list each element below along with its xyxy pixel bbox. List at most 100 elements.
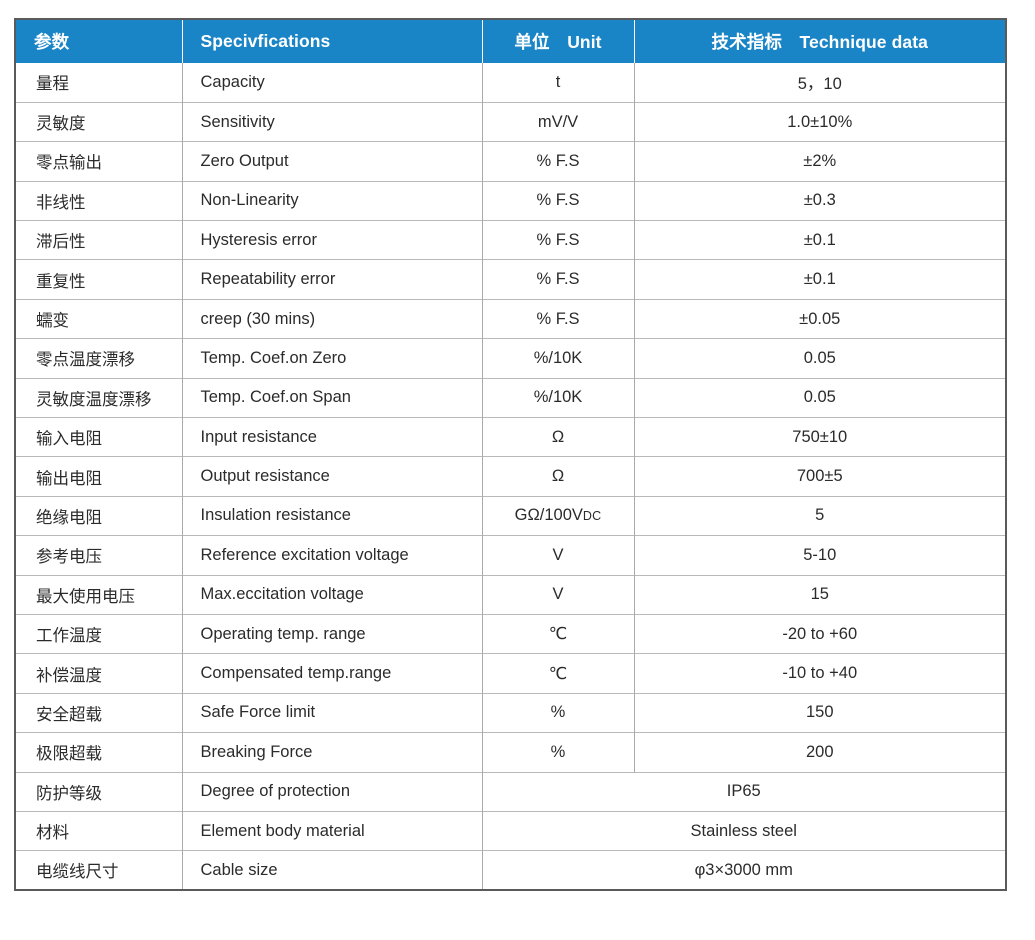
specifications-table: 参数 Specivfications 单位 Unit 技术指标 Techniqu… [14,18,1007,892]
cell-parameter: 灵敏度 [15,101,183,142]
cell-parameter: 防护等级 [15,771,183,812]
cell-specification: Input resistance [182,417,483,457]
cell-specification: Temp. Coef.on Zero [182,338,483,379]
table-row: 灵敏度温度漂移 Temp. Coef.on Span %/10K 0.05 [15,377,1006,418]
cell-parameter: 参考电压 [15,535,183,576]
cell-parameter: 绝缘电阻 [15,495,183,536]
cell-parameter: 量程 [15,63,183,103]
table-row: 安全超载 Safe Force limit% 150 [15,692,1006,733]
table-row: 零点输出 Zero Output% F.S ±2% [15,141,1006,182]
table-row: 零点温度漂移 Temp. Coef.on Zero %/10K 0.05 [15,338,1006,379]
cell-unit: %/10K [482,377,635,418]
column-header-technique-data: 技术指标 Technique data [711,32,928,52]
cell-parameter: 非线性 [15,180,183,221]
cell-technique-data: 150 [634,692,1006,733]
cell-specification: Capacity [182,63,483,103]
cell-technique-data: 1.0±10% [634,101,1006,142]
table-row: 输出电阻 Output resistance Ω 700±5 [15,456,1006,497]
cell-unit: GΩ/100VDC [482,495,635,536]
cell-specification: Cable size [182,850,483,891]
cell-technique-data: IP65 [482,771,1006,812]
cell-specification: Hysteresis error [182,220,483,260]
cell-unit: Ω [482,417,635,457]
cell-technique-data: -10 to +40 [634,653,1006,694]
cell-specification: Non-Linearity [182,180,483,221]
cell-specification: Temp. Coef.on Span [182,377,483,418]
cell-unit: % F.S [482,141,635,182]
cell-technique-data: ±0.3 [634,180,1006,221]
cell-parameter: 电缆线尺寸 [15,850,183,891]
cell-technique-data: 200 [634,732,1006,773]
cell-specification: Compensated temp.range [182,653,483,694]
cell-unit: % F.S [482,298,635,339]
cell-unit: % [482,692,635,733]
cell-unit: % F.S [482,259,635,300]
cell-parameter: 极限超载 [15,732,183,773]
cell-technique-data: 750±10 [634,417,1006,457]
cell-unit: % F.S [482,180,635,221]
cell-specification: Repeatability error [182,259,483,300]
cell-technique-data: φ3×3000 mm [482,850,1006,891]
cell-parameter: 安全超载 [15,692,183,733]
cell-specification: Breaking Force [182,732,483,773]
cell-specification: Insulation resistance [182,495,483,536]
cell-unit: ℃ [482,653,635,694]
table-row: 极限超载 Breaking Force% 200 [15,732,1006,773]
cell-specification: Reference excitation voltage [182,535,483,576]
table-row: 参考电压 Reference excitation voltage V 5-10 [15,535,1006,576]
table-row: 非线性 Non-Linearity% F.S ±0.3 [15,180,1006,221]
table-body: 量程 Capacity t 5，10 灵敏度 Sensitivity mV/V 1.0±10%… [15,63,1006,891]
cell-specification: Safe Force limit [182,692,483,733]
cell-technique-data: ±0.1 [634,220,1006,260]
table-row: 滞后性 Hysteresis error% F.S ±0.1 [15,220,1006,260]
cell-technique-data: ±0.05 [634,298,1006,339]
cell-technique-data: Stainless steel [482,810,1006,851]
cell-technique-data: 5 [634,495,1006,536]
cell-technique-data: 5，10 [797,75,842,94]
cell-parameter: 材料 [15,810,183,851]
cell-technique-data: 15 [634,574,1006,615]
cell-technique-data: 5-10 [634,535,1006,576]
cell-parameter: 最大使用电压 [15,574,183,615]
cell-unit: V [482,535,635,576]
cell-specification: Zero Output [182,141,483,182]
table-row: 工作温度 Operating temp. range ℃ -20 to +60 [15,613,1006,654]
cell-parameter: 零点温度漂移 [15,338,183,379]
table-row: 蠕变 creep (30 mins)% F.S ±0.05 [15,298,1006,339]
cell-parameter: 灵敏度温度漂移 [15,377,183,418]
cell-parameter: 蠕变 [15,298,183,339]
cell-specification: Operating temp. range [182,613,483,654]
table-row: 最大使用电压 Max.eccitation voltage V 15 [15,574,1006,615]
cell-parameter: 重复性 [15,259,183,300]
cell-specification: Output resistance [182,456,483,497]
table-row: 量程 Capacity t 5，10 [15,63,1006,103]
cell-parameter: 滞后性 [15,220,183,260]
cell-specification: Degree of protection [182,771,483,812]
cell-technique-data: 700±5 [634,456,1006,497]
cell-technique-data: 0.05 [634,338,1006,379]
table-row: 电缆线尺寸 Cable size φ3×3000 mm [15,850,1006,891]
cell-technique-data: -20 to +60 [634,613,1006,654]
cell-unit: % F.S [482,220,635,260]
cell-unit: Ω [482,456,635,497]
cell-unit: V [482,574,635,615]
cell-specification: Max.eccitation voltage [182,574,483,615]
unit-subscript: DC [582,509,602,524]
cell-specification: Sensitivity [182,101,483,142]
cell-unit: mV/V [482,101,635,142]
cell-parameter: 工作温度 [15,613,183,654]
cell-unit: %/10K [482,338,635,379]
cell-unit: ℃ [482,613,635,654]
table-header: 参数 Specivfications 单位 Unit 技术指标 Techniqu… [15,19,1006,63]
cell-unit: % [482,732,635,773]
cell-specification: creep (30 mins) [182,298,483,339]
header-row: 参数 Specivfications 单位 Unit 技术指标 Techniqu… [15,19,1006,63]
table-row: 绝缘电阻 Insulation resistance GΩ/100VDC 5 [15,495,1006,536]
cell-specification: Element body material [182,810,483,851]
table-row: 防护等级 Degree of protection IP65 [15,771,1006,812]
cell-technique-data: ±0.1 [634,259,1006,300]
cell-parameter: 输入电阻 [15,417,183,457]
cell-technique-data: ±2% [634,141,1006,182]
cell-unit: t [482,63,635,103]
